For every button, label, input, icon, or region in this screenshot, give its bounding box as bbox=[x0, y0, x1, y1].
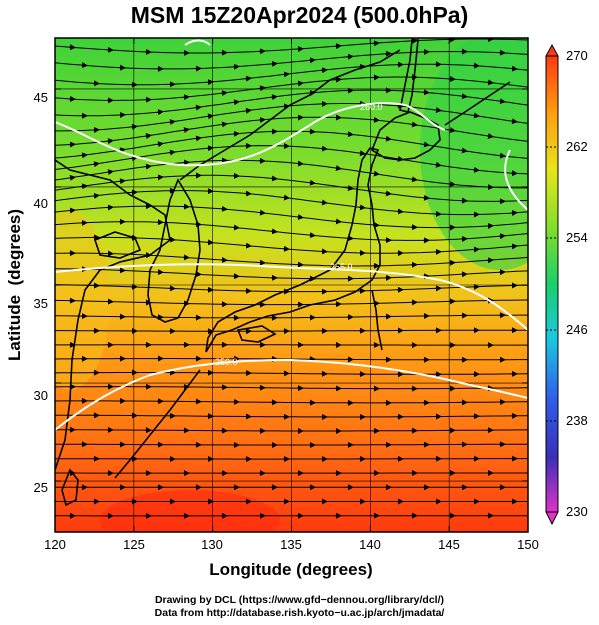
colorbar-bottom-triangle bbox=[545, 511, 559, 526]
x-tick-140: 140 bbox=[359, 537, 381, 552]
x-axis-title: Longitude (degrees) bbox=[209, 560, 372, 579]
x-tick-135: 135 bbox=[280, 537, 302, 552]
contour-label-260: 260.0 bbox=[360, 102, 383, 112]
x-tick-150: 150 bbox=[517, 537, 539, 552]
y-tick-labels: 25 30 35 40 45 bbox=[34, 90, 48, 495]
colorbar-tick-254: 254 bbox=[566, 230, 588, 245]
credit-data-source: Data from http://database.rish.kyoto−u.a… bbox=[154, 607, 445, 619]
colorbar-tick-238: 238 bbox=[566, 413, 588, 428]
y-tick-25: 25 bbox=[34, 480, 48, 495]
x-tick-145: 145 bbox=[438, 537, 460, 552]
x-tick-130: 130 bbox=[201, 537, 223, 552]
contour-labels: 260.0 255.0 250.0 bbox=[215, 102, 383, 367]
colorbar-tick-labels: 270 262 254 246 238 230 bbox=[566, 48, 588, 519]
colorbar-scale bbox=[545, 55, 559, 513]
y-tick-35: 35 bbox=[34, 296, 48, 311]
y-tick-40: 40 bbox=[34, 196, 48, 211]
colorbar-tick-230: 230 bbox=[566, 504, 588, 519]
colorbar: 270 262 254 246 238 230 bbox=[545, 43, 588, 526]
contour-label-250: 250.0 bbox=[215, 357, 238, 367]
colorbar-tick-246: 246 bbox=[566, 322, 588, 337]
colorbar-tick-262: 262 bbox=[566, 139, 588, 154]
x-tick-125: 125 bbox=[123, 537, 145, 552]
colorbar-tick-270: 270 bbox=[566, 48, 588, 63]
axis-ticks bbox=[54, 38, 529, 532]
map-title: MSM 15Z20Apr2024 (500.0hPa) bbox=[130, 2, 469, 28]
y-tick-45: 45 bbox=[34, 90, 48, 105]
coastlines bbox=[55, 39, 511, 507]
wind-streamlines bbox=[55, 38, 528, 519]
x-tick-120: 120 bbox=[44, 537, 66, 552]
x-tick-labels: 120 125 130 135 140 145 150 bbox=[44, 537, 539, 552]
colorbar-top-triangle bbox=[545, 43, 559, 57]
contour-lines bbox=[55, 39, 528, 431]
y-axis-title: Latitude (degrees) bbox=[5, 209, 24, 361]
credit-drawing: Drawing by DCL (https://www.gfd−dennou.o… bbox=[154, 594, 445, 606]
field-variations bbox=[55, 38, 528, 532]
y-tick-30: 30 bbox=[34, 388, 48, 403]
contour-label-255: 255.0 bbox=[330, 262, 353, 272]
